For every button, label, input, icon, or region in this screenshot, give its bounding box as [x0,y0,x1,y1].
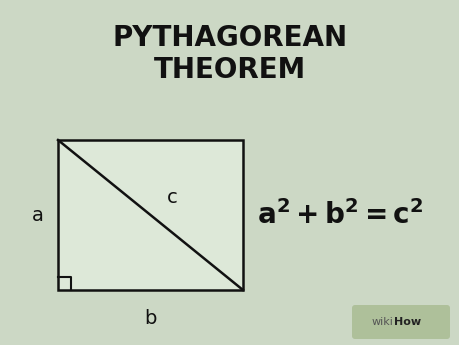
Text: a: a [32,206,44,225]
FancyBboxPatch shape [351,305,449,339]
Text: b: b [144,308,157,327]
Text: $\mathbf{a^2 + b^2 = c^2}$: $\mathbf{a^2 + b^2 = c^2}$ [256,200,422,230]
Text: How: How [393,317,420,327]
Text: PYTHAGOREAN: PYTHAGOREAN [112,24,347,52]
Text: c: c [167,187,178,207]
Text: wiki: wiki [371,317,393,327]
Text: THEOREM: THEOREM [154,56,305,84]
Bar [58,140,242,290]
